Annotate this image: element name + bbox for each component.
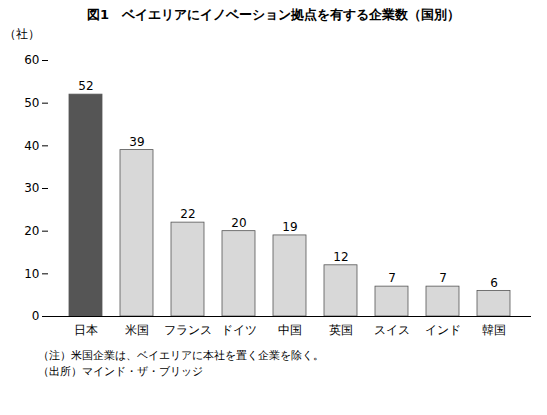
svg-text:英国: 英国 bbox=[329, 323, 353, 337]
svg-text:0: 0 bbox=[32, 309, 40, 323]
svg-text:19: 19 bbox=[282, 220, 297, 234]
svg-text:（社）: （社） bbox=[4, 27, 40, 41]
svg-text:40: 40 bbox=[24, 139, 39, 153]
svg-text:フランス: フランス bbox=[164, 323, 212, 337]
svg-text:米国: 米国 bbox=[125, 323, 149, 337]
html-text:図1 ベイエリアにイノベーション拠点を有する企業数（国別）: 図1 ベイエリアにイノベーション拠点を有する企業数（国別） bbox=[87, 7, 460, 22]
html-text:（出所）マインド・ザ・ブリッジ: （出所）マインド・ザ・ブリッジ bbox=[38, 364, 203, 378]
svg-text:52: 52 bbox=[78, 79, 93, 93]
svg-text:韓国: 韓国 bbox=[482, 323, 506, 337]
svg-text:20: 20 bbox=[231, 216, 246, 230]
svg-text:10: 10 bbox=[24, 267, 39, 281]
svg-text:ドイツ: ドイツ bbox=[221, 323, 257, 337]
svg-text:20: 20 bbox=[24, 224, 39, 238]
svg-text:スイス: スイス bbox=[374, 323, 410, 337]
html-text:（注）米国企業は、ベイエリアに本社を置く企業を除く。: （注）米国企業は、ベイエリアに本社を置く企業を除く。 bbox=[38, 349, 324, 362]
svg-text:39: 39 bbox=[129, 135, 144, 149]
svg-text:50: 50 bbox=[24, 96, 39, 110]
svg-text:6: 6 bbox=[490, 276, 498, 290]
svg-text:22: 22 bbox=[180, 207, 195, 221]
svg-text:日本: 日本 bbox=[74, 323, 98, 337]
svg-text:12: 12 bbox=[333, 250, 348, 264]
svg-text:7: 7 bbox=[388, 271, 396, 285]
svg-text:7: 7 bbox=[439, 271, 447, 285]
svg-text:60: 60 bbox=[24, 53, 39, 67]
svg-text:インド: インド bbox=[425, 323, 461, 337]
svg-text:中国: 中国 bbox=[278, 323, 302, 337]
svg-text:30: 30 bbox=[24, 181, 39, 195]
